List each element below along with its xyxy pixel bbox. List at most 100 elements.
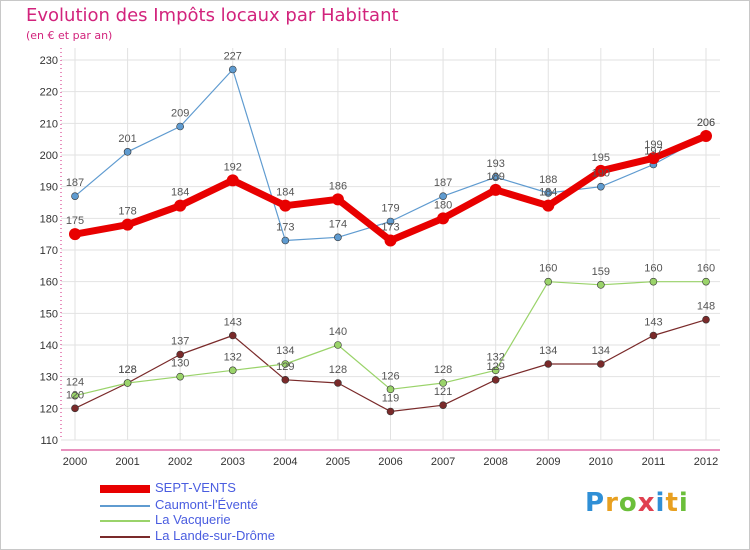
data-label: 137 [171,336,189,348]
data-point [386,385,395,394]
data-label: 143 [224,317,242,329]
brand-letter: P [585,488,606,518]
data-point [123,379,132,387]
x-tick-label: 2002 [168,456,192,468]
data-point [123,148,132,156]
data-label: 124 [66,377,84,389]
data-label: 134 [276,345,294,357]
brand-letter: r [605,488,619,518]
data-point [71,192,79,200]
legend-item-caumont: Caumont-l'Éventé [100,497,360,515]
data-point [702,315,710,324]
data-label: 129 [276,361,294,373]
y-tick-label: 140 [40,340,58,352]
data-label: 186 [329,180,347,192]
data-label: 126 [381,370,399,382]
data-point [594,164,607,177]
legend-swatch [100,485,150,493]
data-label: 121 [434,386,452,398]
data-label: 190 [592,168,610,180]
data-point [69,228,81,241]
y-tick-label: 180 [40,213,58,225]
brand-letter: t [665,488,679,518]
data-point [71,404,79,413]
y-tick-label: 230 [40,55,58,67]
data-label: 140 [329,326,347,338]
data-label: 174 [329,218,347,230]
data-label: 189 [486,171,504,183]
data-label: 160 [644,263,662,275]
data-point [439,401,447,409]
data-point [489,183,502,196]
data-point [597,182,605,191]
data-point [491,376,500,384]
y-tick-label: 130 [40,372,58,384]
data-point [228,331,237,340]
y-tick-label: 160 [40,277,58,289]
data-label: 129 [486,361,504,373]
data-label: 195 [592,152,610,164]
y-tick-label: 110 [40,435,58,447]
data-label: 178 [118,206,136,218]
data-point [226,174,239,187]
data-point [176,350,184,359]
data-point [649,331,658,340]
data-label: 132 [224,351,242,363]
data-point [176,122,184,131]
x-tick-label: 2006 [378,456,402,468]
data-label: 187 [434,177,452,189]
data-label: 184 [276,187,294,199]
data-point [544,189,553,197]
data-point [647,152,660,165]
data-label: 184 [171,187,189,199]
data-label: 120 [66,389,84,401]
data-label: 143 [644,317,662,329]
x-tick-label: 2007 [431,456,455,468]
data-point [491,366,500,375]
brand-letter: o [618,488,638,518]
legend-item-lande: La Lande-sur-Drôme [100,528,360,546]
data-label: 179 [381,203,399,215]
data-label: 209 [171,108,189,120]
data-label: 160 [697,263,715,275]
data-label: 160 [539,263,557,275]
data-point [491,173,500,181]
brand-letter: x [637,488,656,518]
data-point [386,407,395,416]
legend-swatch [100,505,150,507]
legend-item-vacquerie: La Vacquerie [100,512,360,530]
data-point [228,366,237,375]
data-point [544,277,553,286]
data-label: 128 [329,364,347,376]
data-point [439,192,447,200]
data-label: 128 [118,364,136,376]
x-tick-label: 2010 [589,456,613,468]
chart-subtitle: (en € et par an) [26,29,113,42]
data-label: 173 [276,222,294,234]
chart-title: Evolution des Impôts locaux par Habitant [26,5,399,26]
data-point [542,199,555,212]
data-point [649,277,658,286]
brand-logo: Proxiti [585,488,689,518]
x-tick-label: 2011 [642,456,666,468]
legend-label: Caumont-l'Éventé [155,497,258,512]
legend-swatch [100,536,150,538]
x-tick-label: 2003 [221,456,245,468]
data-label: 134 [592,345,610,357]
y-tick-label: 170 [40,245,58,257]
y-tick-label: 150 [40,308,58,320]
data-label: 227 [224,51,242,63]
data-label: 206 [697,117,715,129]
data-label: 180 [434,199,452,211]
data-label: 201 [118,133,136,145]
data-point [331,193,344,206]
data-point [176,372,184,381]
data-label: 134 [539,345,557,357]
y-tick-label: 190 [40,182,58,194]
data-point [279,199,292,212]
data-label: 199 [644,139,662,151]
data-point [702,277,710,286]
data-label: 132 [486,351,504,363]
data-label: 192 [224,161,242,173]
